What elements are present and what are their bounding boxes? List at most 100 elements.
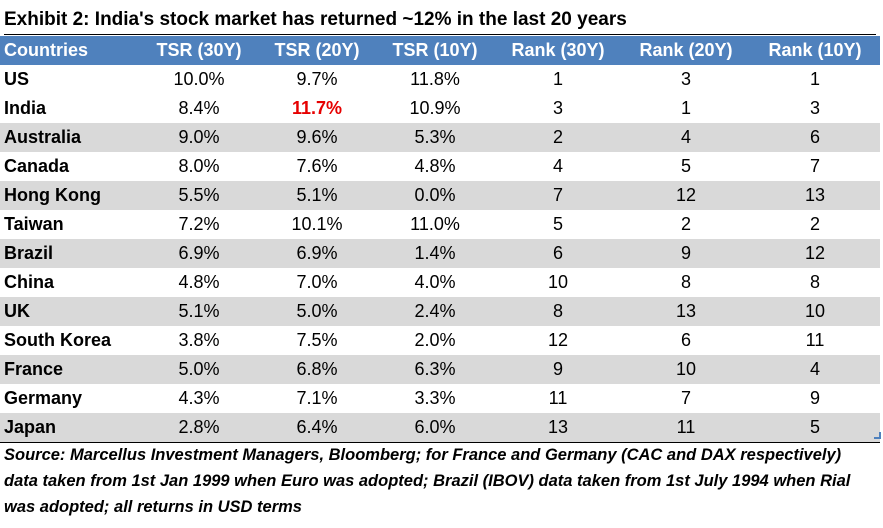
- tsr-10y-cell[interactable]: 1.4%: [376, 239, 494, 268]
- tsr-30y-cell[interactable]: 4.3%: [178, 388, 220, 408]
- country-cell[interactable]: Brazil: [0, 239, 140, 268]
- country-cell[interactable]: South Korea: [4, 330, 112, 350]
- tsr-30y-cell[interactable]: 10.0%: [173, 69, 225, 89]
- country-cell[interactable]: China: [4, 272, 55, 292]
- country-cell[interactable]: Hong Kong: [0, 181, 140, 210]
- tsr-30y-cell[interactable]: 5.0%: [140, 355, 258, 384]
- rank-10y-cell[interactable]: 6: [750, 123, 880, 152]
- rank-20y-cell[interactable]: 2: [680, 214, 691, 234]
- tsr-20y-cell[interactable]: 9.6%: [258, 123, 376, 152]
- rank-10y-cell[interactable]: 5: [750, 413, 880, 443]
- tsr-30y-cell[interactable]: 8.0%: [178, 156, 220, 176]
- tsr-20y-cell[interactable]: 6.4%: [258, 413, 376, 443]
- rank-20y-cell[interactable]: 4: [622, 123, 750, 152]
- tsr-20y-cell[interactable]: 10.1%: [291, 214, 343, 234]
- tsr-10y-cell[interactable]: 11.0%: [410, 214, 460, 234]
- tsr-10y-cell[interactable]: 0.0%: [376, 181, 494, 210]
- country-cell[interactable]: France: [0, 355, 140, 384]
- rank-20y-cell[interactable]: 5: [680, 156, 691, 176]
- rank-20y-cell[interactable]: 7: [680, 388, 691, 408]
- tsr-20y-cell[interactable]: 7.6%: [296, 156, 338, 176]
- tsr-20y-cell[interactable]: 9.7%: [296, 69, 338, 89]
- rank-20y-cell[interactable]: 3: [680, 69, 691, 89]
- tsr-10y-cell[interactable]: 2.4%: [376, 297, 494, 326]
- rank-30y-cell[interactable]: 2: [494, 123, 622, 152]
- tsr-10y-cell[interactable]: 5.3%: [376, 123, 494, 152]
- rank-10y-cell[interactable]: 4: [750, 355, 880, 384]
- tsr-30y-cell[interactable]: 5.5%: [140, 181, 258, 210]
- rank-10y-cell[interactable]: 9: [809, 388, 820, 408]
- tsr-30y-cell[interactable]: 9.0%: [140, 123, 258, 152]
- rank-30y-cell[interactable]: 12: [547, 330, 569, 350]
- table-resize-handle[interactable]: [874, 432, 881, 439]
- tsr-10y-cell[interactable]: 6.3%: [376, 355, 494, 384]
- rank-10y-cell[interactable]: 2: [809, 214, 820, 234]
- rank-30y-cell[interactable]: 6: [494, 239, 622, 268]
- country-cell[interactable]: Taiwan: [4, 214, 64, 234]
- tsr-30y-cell[interactable]: 2.8%: [140, 413, 258, 443]
- tsr-20y-cell-highlight[interactable]: 11.7%: [291, 98, 343, 118]
- rank-20y-cell[interactable]: 12: [622, 181, 750, 210]
- rank-10y-cell[interactable]: 3: [809, 98, 820, 118]
- tsr-10y-cell[interactable]: 4.8%: [414, 156, 456, 176]
- tsr-10y-cell[interactable]: 3.3%: [414, 388, 456, 408]
- column-header-countries[interactable]: Countries: [0, 36, 140, 65]
- country-cell[interactable]: India: [4, 98, 47, 118]
- column-header-rank-20y[interactable]: Rank (20Y): [622, 36, 750, 65]
- country-cell[interactable]: Japan: [0, 413, 140, 443]
- country-cell[interactable]: Germany: [4, 388, 83, 408]
- rank-20y-cell[interactable]: 13: [622, 297, 750, 326]
- rank-10y-cell[interactable]: 11: [805, 330, 825, 350]
- tsr-30y-cell[interactable]: 3.8%: [178, 330, 220, 350]
- rank-30y-cell[interactable]: 3: [552, 98, 563, 118]
- column-header-tsr-10y[interactable]: TSR (10Y): [376, 36, 494, 65]
- country-cell[interactable]: US: [4, 69, 30, 89]
- tsr-10y-cell[interactable]: 6.0%: [376, 413, 494, 443]
- rank-30y-cell[interactable]: 4: [552, 156, 563, 176]
- rank-30y-cell[interactable]: 8: [494, 297, 622, 326]
- tsr-10y-cell[interactable]: 10.9%: [409, 98, 461, 118]
- rank-10y-cell[interactable]: 7: [809, 156, 820, 176]
- column-header-rank-30y[interactable]: Rank (30Y): [494, 36, 622, 65]
- tsr-20y-cell[interactable]: 7.5%: [296, 330, 338, 350]
- rank-20y-cell[interactable]: 11: [622, 413, 750, 443]
- tsr-20y-cell[interactable]: 7.0%: [296, 272, 338, 292]
- tsr-30y-cell[interactable]: 6.9%: [140, 239, 258, 268]
- rank-30y-cell[interactable]: 11: [548, 388, 568, 408]
- rank-20y-cell[interactable]: 8: [680, 272, 691, 292]
- tsr-10y-cell[interactable]: 2.0%: [414, 330, 456, 350]
- tsr-30y-cell[interactable]: 7.2%: [178, 214, 220, 234]
- rank-30y-cell[interactable]: 5: [552, 214, 563, 234]
- tsr-30y-cell[interactable]: 5.1%: [140, 297, 258, 326]
- tsr-20y-cell[interactable]: 6.8%: [258, 355, 376, 384]
- rank-30y-cell[interactable]: 7: [494, 181, 622, 210]
- tsr-10y-cell[interactable]: 4.0%: [414, 272, 456, 292]
- country-cell[interactable]: UK: [0, 297, 140, 326]
- tsr-20y-cell[interactable]: 6.9%: [258, 239, 376, 268]
- rank-10y-cell[interactable]: 12: [750, 239, 880, 268]
- column-header-tsr-30y[interactable]: TSR (30Y): [140, 36, 258, 65]
- column-header-tsr-20y[interactable]: TSR (20Y): [258, 36, 376, 65]
- rank-20y-cell[interactable]: 9: [622, 239, 750, 268]
- rank-20y-cell[interactable]: 10: [622, 355, 750, 384]
- rank-10y-cell[interactable]: 10: [750, 297, 880, 326]
- rank-30y-cell[interactable]: 1: [552, 69, 563, 89]
- table-row: Australia 9.0% 9.6% 5.3% 2 4 6: [0, 123, 880, 152]
- country-cell[interactable]: Australia: [0, 123, 140, 152]
- rank-30y-cell[interactable]: 9: [494, 355, 622, 384]
- tsr-20y-cell[interactable]: 7.1%: [296, 388, 338, 408]
- rank-10y-cell[interactable]: 1: [809, 69, 820, 89]
- rank-20y-cell[interactable]: 1: [680, 98, 691, 118]
- tsr-10y-cell[interactable]: 11.8%: [410, 69, 460, 89]
- rank-30y-cell[interactable]: 10: [547, 272, 569, 292]
- tsr-30y-cell[interactable]: 4.8%: [178, 272, 220, 292]
- column-header-rank-10y[interactable]: Rank (10Y): [750, 36, 880, 65]
- tsr-20y-cell[interactable]: 5.0%: [258, 297, 376, 326]
- rank-20y-cell[interactable]: 6: [680, 330, 691, 350]
- tsr-30y-cell[interactable]: 8.4%: [178, 98, 220, 118]
- tsr-20y-cell[interactable]: 5.1%: [258, 181, 376, 210]
- rank-10y-cell[interactable]: 8: [809, 272, 820, 292]
- country-cell[interactable]: Canada: [4, 156, 70, 176]
- rank-30y-cell[interactable]: 13: [494, 413, 622, 443]
- rank-10y-cell[interactable]: 13: [750, 181, 880, 210]
